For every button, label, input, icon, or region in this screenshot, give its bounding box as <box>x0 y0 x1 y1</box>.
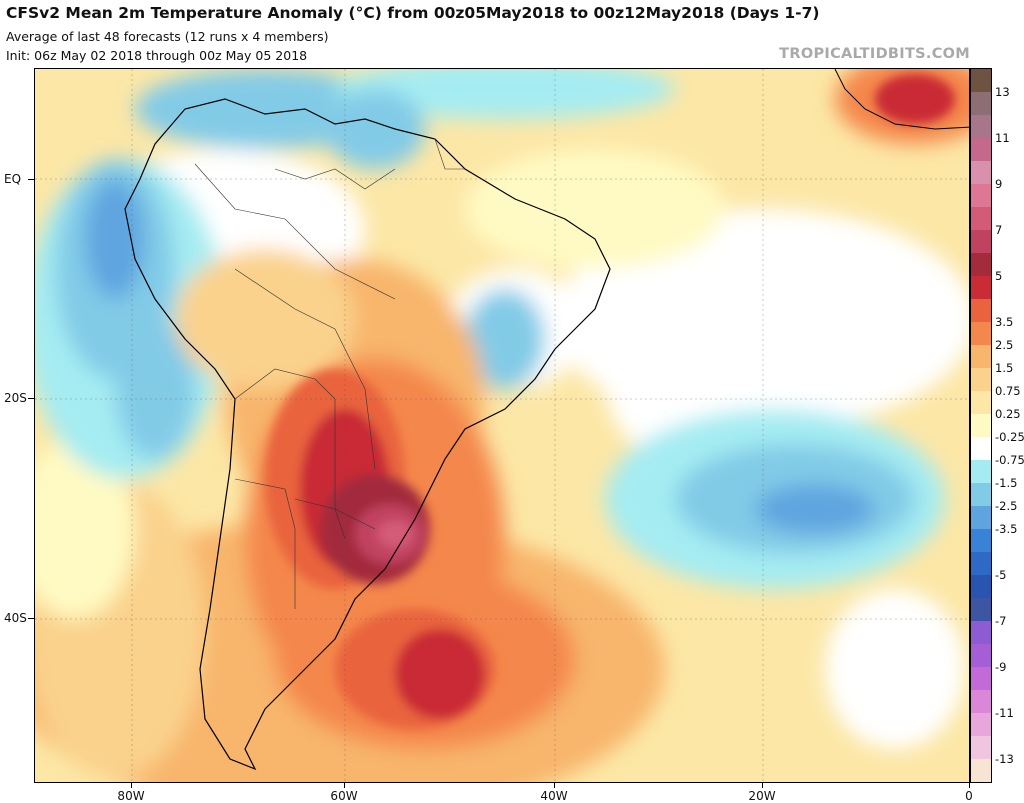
legend-label: 7 <box>995 223 1003 237</box>
legend-swatch <box>971 529 991 552</box>
lat-tick <box>28 398 34 399</box>
lon-tick <box>969 783 970 788</box>
lat-tick <box>28 618 34 619</box>
legend-label: 3.5 <box>995 315 1014 329</box>
legend-label: -7 <box>995 614 1007 628</box>
legend-swatch <box>971 667 991 690</box>
lat-label-20s: 20S <box>4 391 27 405</box>
legend-swatch <box>971 598 991 621</box>
legend-label: -9 <box>995 660 1007 674</box>
legend-swatch <box>971 460 991 483</box>
lat-label-40s: 40S <box>4 611 27 625</box>
legend-label: 1.5 <box>995 361 1014 375</box>
country-borders <box>194 138 465 609</box>
lat-label-eq: EQ <box>4 172 22 186</box>
legend-colorbar <box>970 68 992 783</box>
legend-swatch <box>971 276 991 299</box>
legend-swatch <box>971 713 991 736</box>
legend-swatch <box>971 690 991 713</box>
legend-swatch <box>971 92 991 115</box>
map-title: CFSv2 Mean 2m Temperature Anomaly (°C) f… <box>6 4 820 22</box>
legend-label: -0.25 <box>995 430 1024 444</box>
anomaly-map-graphic <box>35 69 969 782</box>
brand-watermark: TROPICALTIDBITS.COM <box>779 46 970 62</box>
anomaly-map <box>34 68 970 783</box>
legend-swatch <box>971 483 991 506</box>
coastlines <box>124 98 611 771</box>
africa-coast <box>834 69 969 130</box>
legend-swatch <box>971 621 991 644</box>
legend-label: 0.75 <box>995 384 1021 398</box>
legend-swatch <box>971 736 991 759</box>
legend-label: 2.5 <box>995 338 1014 352</box>
legend-label: -1.5 <box>995 476 1018 490</box>
lon-label-80w: 80W <box>117 789 145 803</box>
graticule <box>35 69 969 782</box>
legend-swatch <box>971 345 991 368</box>
legend-label: -0.75 <box>995 453 1024 467</box>
legend-swatch <box>971 207 991 230</box>
legend-swatch <box>971 138 991 161</box>
lon-tick <box>554 783 555 788</box>
legend-label: 9 <box>995 177 1003 191</box>
lon-label-0: 0 <box>965 789 973 803</box>
map-subtitle: Average of last 48 forecasts (12 runs x … <box>6 29 329 44</box>
legend-swatch <box>971 184 991 207</box>
legend-swatch <box>971 759 991 782</box>
legend-swatch <box>971 299 991 322</box>
legend-label: -13 <box>995 752 1014 766</box>
legend-swatch <box>971 115 991 138</box>
legend-label: -2.5 <box>995 499 1018 513</box>
legend-swatch <box>971 161 991 184</box>
legend-swatch <box>971 575 991 598</box>
lon-label-60w: 60W <box>330 789 358 803</box>
legend-label: -11 <box>995 706 1014 720</box>
legend-swatch <box>971 322 991 345</box>
lon-label-20w: 20W <box>748 789 776 803</box>
legend-label: 0.25 <box>995 407 1021 421</box>
lon-tick <box>762 783 763 788</box>
init-time-text: Init: 06z May 02 2018 through 00z May 05… <box>6 48 308 63</box>
legend-swatch <box>971 552 991 575</box>
legend-swatch <box>971 414 991 437</box>
legend-swatch <box>971 644 991 667</box>
field-blobs <box>35 69 969 782</box>
legend-swatch <box>971 391 991 414</box>
legend-swatch <box>971 437 991 460</box>
lon-label-40w: 40W <box>540 789 568 803</box>
legend-swatch <box>971 253 991 276</box>
legend-swatch <box>971 368 991 391</box>
legend-label: -3.5 <box>995 522 1018 536</box>
lat-tick <box>28 179 34 180</box>
legend-swatch <box>971 230 991 253</box>
legend-label: 11 <box>995 131 1010 145</box>
legend-swatch <box>971 69 991 92</box>
lon-tick <box>131 783 132 788</box>
lon-tick <box>344 783 345 788</box>
legend-label: 13 <box>995 85 1010 99</box>
legend-label: 5 <box>995 269 1003 283</box>
legend-swatch <box>971 506 991 529</box>
legend-label: -5 <box>995 568 1007 582</box>
